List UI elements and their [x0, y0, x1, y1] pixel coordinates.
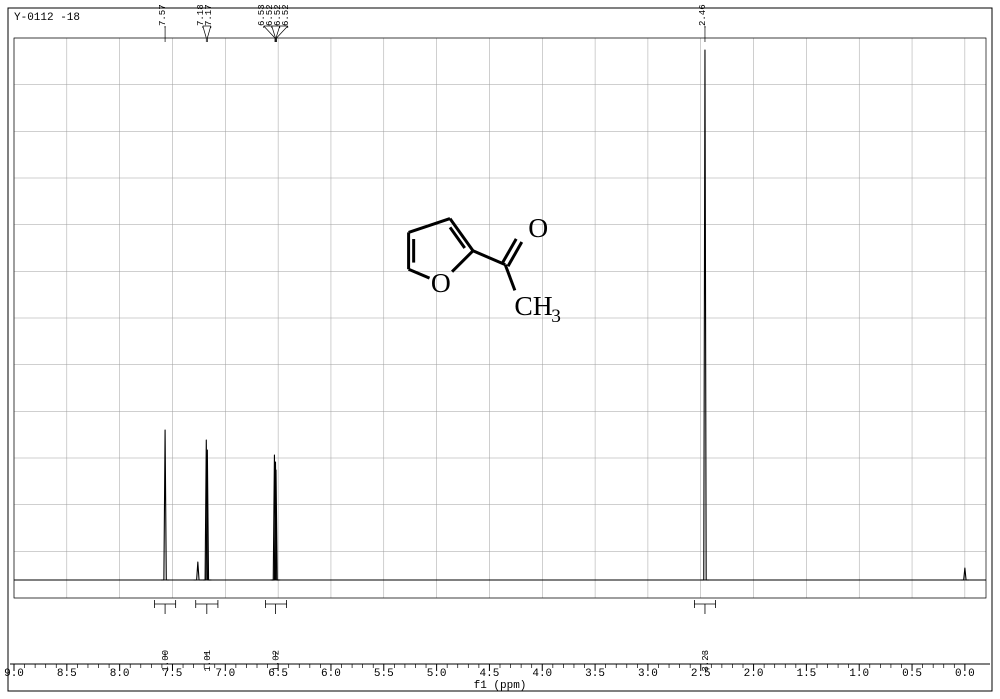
peak-label: 7.17	[204, 4, 214, 26]
spectrum-peak	[704, 50, 706, 580]
svg-text:CH: CH	[514, 290, 552, 321]
xaxis-tick-label: 6.0	[321, 668, 341, 680]
xaxis-tick-label: 1.0	[849, 668, 869, 680]
xaxis-tick-label: 7.5	[163, 668, 183, 680]
xaxis-tick-label: 2.0	[744, 668, 764, 680]
xaxis-tick-label: 3.5	[585, 668, 605, 680]
xaxis-tick-label: 5.0	[427, 668, 447, 680]
sample-id-text: Y-0112 -18	[14, 12, 80, 24]
svg-text:3: 3	[551, 306, 561, 327]
molecule-structure: O O CH3	[409, 212, 561, 327]
xaxis-tick-label: 7.0	[215, 668, 235, 680]
spectrum-peak	[164, 430, 166, 580]
xaxis-tick-label: 4.0	[532, 668, 552, 680]
xaxis-tick-label: 1.5	[796, 668, 816, 680]
xaxis-tick-label: 8.5	[57, 668, 77, 680]
xaxis-tick-label: 8.0	[110, 668, 130, 680]
xaxis-title: f1 (ppm)	[474, 680, 527, 692]
xaxis-tick-label: 9.0	[4, 668, 24, 680]
x-axis: 9.0 8.5 8.0 7.5 7.0 6.5 6.0 5.5 5.0 4.5 4.0 3.5 3.0 2…	[4, 664, 990, 692]
spectrum-trace	[14, 50, 986, 580]
svg-text:O: O	[431, 267, 451, 298]
peak-label-tree: 7.577.187.176.536.526.526.522.46	[158, 4, 708, 42]
xaxis-tick-label: 2.5	[691, 668, 711, 680]
nmr-spectrum	[14, 38, 986, 598]
xaxis-tick-label: 5.5	[374, 668, 394, 680]
peak-label: 2.46	[698, 4, 708, 26]
xaxis-tick-label: 4.5	[480, 668, 500, 680]
peak-label: 6.52	[281, 4, 291, 26]
integrals: 1.001.011.023.23	[155, 600, 716, 672]
xaxis-tick-label: 6.5	[268, 668, 288, 680]
xaxis-tick-label: 3.0	[638, 668, 658, 680]
integral-value: 1.01	[203, 650, 213, 672]
peak-label: 7.57	[158, 4, 168, 26]
xaxis-tick-label: 0.5	[902, 668, 922, 680]
xaxis-tick-label: 0.0	[955, 668, 975, 680]
outer-frame	[8, 8, 992, 691]
svg-text:O: O	[528, 212, 548, 243]
spectrum-peak	[197, 562, 199, 580]
